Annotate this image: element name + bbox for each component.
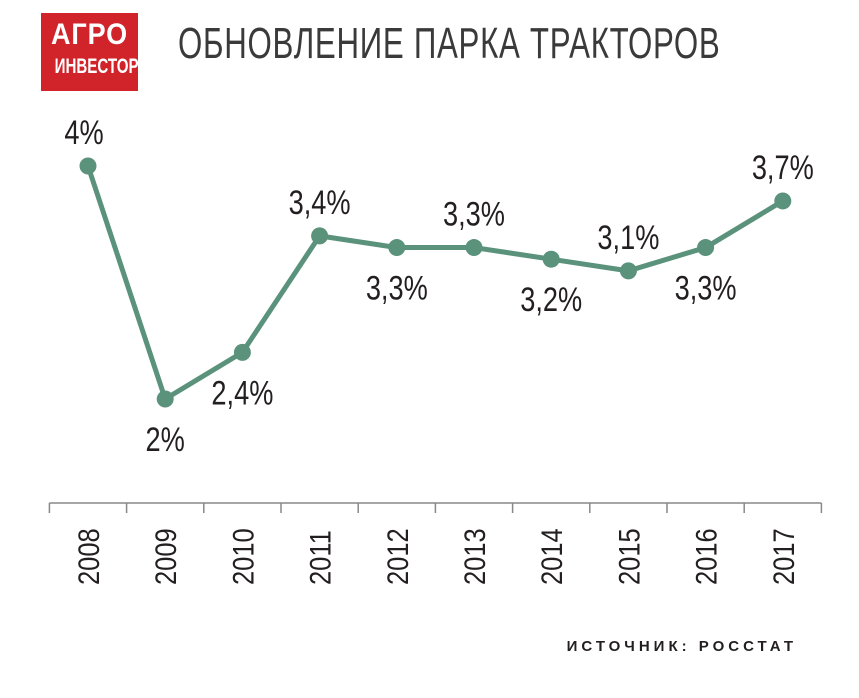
data-point-2009 [156, 390, 174, 408]
x-tick-label-2016: 2016 [690, 528, 723, 585]
x-tick-label-2009: 2009 [149, 528, 182, 585]
data-label-2013: 3,3% [443, 195, 505, 234]
data-point-2017 [774, 192, 792, 210]
data-point-2016 [697, 239, 715, 257]
x-tick-label-2014: 2014 [535, 528, 568, 585]
x-tick-label-2010: 2010 [226, 528, 259, 585]
data-label-2012: 3,3% [366, 269, 428, 308]
x-tick-label-2011: 2011 [304, 530, 337, 585]
data-point-2008 [79, 157, 97, 175]
chart-title: ОБНОВЛЕНИЕ ПАРКА ТРАКТОРОВ [178, 19, 721, 68]
data-label-2008: 4% [64, 113, 103, 152]
data-label-2017: 3,7% [752, 148, 814, 187]
series-line [85, 165, 785, 402]
x-tick-label-2012: 2012 [381, 528, 414, 585]
data-label-2014: 3,2% [520, 280, 582, 319]
data-points [79, 157, 792, 408]
logo-line-2: ИНВЕСТОР [54, 55, 139, 78]
data-label-2016: 3,3% [675, 269, 737, 308]
x-tick-labels: 2008 2009 2010 2011 2012 2013 2014 2015 2016 2017 [72, 528, 800, 585]
data-label-2010: 2,4% [211, 373, 273, 412]
x-tick-label-2008: 2008 [72, 528, 105, 585]
data-label-2015: 3,1% [597, 218, 659, 257]
x-axis [48, 502, 823, 513]
x-tick-label-2017: 2017 [767, 528, 800, 585]
data-point-2012 [388, 239, 406, 257]
data-label-2009: 2% [146, 420, 185, 459]
logo: АГРО ИНВЕСТОР [41, 13, 139, 91]
x-tick-label-2015: 2015 [612, 528, 645, 585]
data-point-2015 [619, 262, 637, 280]
source-note: ИСТОЧНИК: РОССТАТ [566, 638, 797, 655]
data-point-2013 [465, 239, 483, 257]
data-labels: 4% 2% 2,4% 3,4% 3,3% 3,3% 3,2% 3,1% 3,3% 3,7% [64, 113, 813, 459]
logo-line-1: АГРО [50, 18, 129, 51]
data-point-2010 [233, 343, 251, 361]
data-point-2014 [542, 250, 560, 268]
series-line-group [85, 165, 785, 402]
data-point-2011 [311, 227, 329, 245]
data-label-2011: 3,4% [289, 183, 351, 222]
x-tick-label-2013: 2013 [458, 528, 491, 585]
